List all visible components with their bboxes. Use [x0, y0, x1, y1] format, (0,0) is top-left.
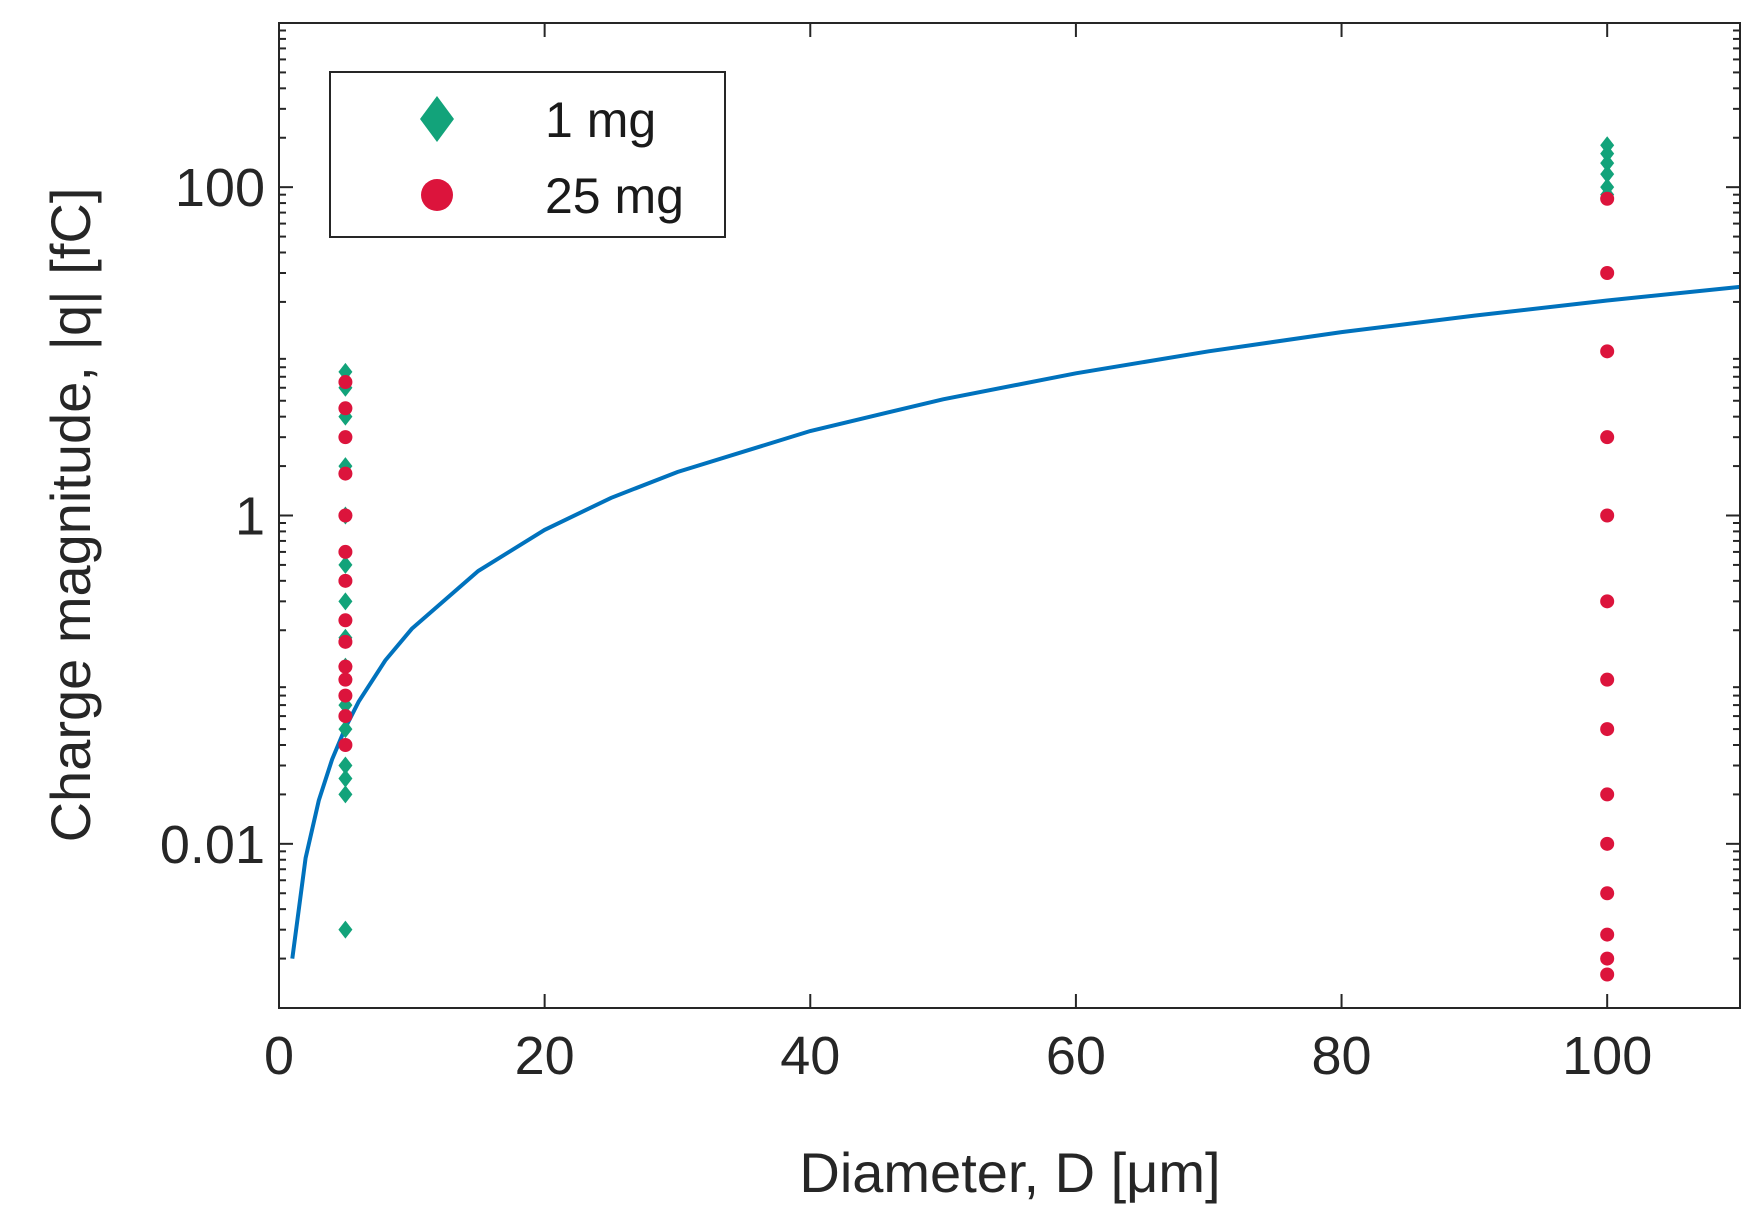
x-tick-label-3: 60 — [1046, 1026, 1106, 1086]
point-1mg-12 — [338, 769, 353, 788]
point-25mg-2 — [338, 430, 353, 445]
legend-marker-1mg — [420, 96, 454, 142]
point-25mg-23 — [1600, 836, 1615, 851]
point-1mg-13 — [338, 785, 353, 804]
point-1mg-11 — [338, 756, 353, 775]
x-tick-label-2: 40 — [780, 1026, 840, 1086]
x-tick-label-0: 0 — [264, 1026, 294, 1086]
legend-label-25mg: 25 mg — [545, 168, 684, 224]
legend-marker-25mg — [421, 179, 453, 211]
curve-layer — [290, 284, 1741, 959]
point-25mg-8 — [338, 634, 353, 649]
point-1mg-16 — [1600, 144, 1615, 163]
point-25mg-1 — [338, 401, 353, 416]
ticks-layer — [278, 23, 1740, 1008]
x-tick-label-4: 80 — [1312, 1026, 1372, 1086]
point-25mg-15 — [1600, 266, 1615, 281]
point-25mg-12 — [338, 709, 353, 724]
point-25mg-21 — [1600, 722, 1615, 737]
point-25mg-17 — [1600, 430, 1615, 445]
point-25mg-16 — [1600, 344, 1615, 359]
point-25mg-24 — [1600, 886, 1615, 901]
legend-box — [329, 71, 726, 238]
y-axis-label: Charge magnitude, |q| [fC] — [39, 188, 102, 843]
legend-label-1mg: 1 mg — [545, 92, 656, 148]
point-25mg-10 — [338, 672, 353, 687]
point-25mg-5 — [338, 544, 353, 559]
point-25mg-27 — [1600, 967, 1615, 982]
point-25mg-18 — [1600, 508, 1615, 523]
point-1mg-18 — [1600, 165, 1615, 184]
point-25mg-0 — [338, 375, 353, 390]
x-tick-label-1: 20 — [515, 1026, 575, 1086]
point-1mg-10 — [338, 720, 353, 739]
x-tick-label-5: 100 — [1562, 1026, 1652, 1086]
x-axis-label: Diameter, D [μm] — [799, 1141, 1220, 1204]
point-25mg-7 — [338, 613, 353, 628]
y-tick-label-2: 100 — [175, 158, 265, 218]
point-25mg-22 — [1600, 787, 1615, 802]
point-25mg-11 — [338, 688, 353, 703]
y-tick-label-0: 0.01 — [160, 815, 265, 875]
point-25mg-9 — [338, 659, 353, 674]
legend: 1 mg 25 mg — [329, 71, 726, 238]
point-25mg-19 — [1600, 594, 1615, 609]
fit-curve — [290, 284, 1741, 959]
point-1mg-6 — [338, 592, 353, 611]
point-25mg-13 — [338, 737, 353, 752]
point-25mg-4 — [338, 508, 353, 523]
point-25mg-3 — [338, 466, 353, 481]
point-25mg-6 — [338, 573, 353, 588]
point-1mg-17 — [1600, 154, 1615, 173]
series-layer — [338, 136, 1615, 982]
point-25mg-25 — [1600, 927, 1615, 942]
tick-labels-layer: 0 20 40 60 80 100 0.01 1 100 — [160, 158, 1652, 1086]
point-25mg-14 — [1600, 191, 1615, 206]
point-1mg-14 — [338, 920, 353, 939]
point-1mg-5 — [338, 555, 353, 574]
point-25mg-20 — [1600, 672, 1615, 687]
point-25mg-26 — [1600, 951, 1615, 966]
y-tick-label-1: 1 — [235, 487, 265, 547]
